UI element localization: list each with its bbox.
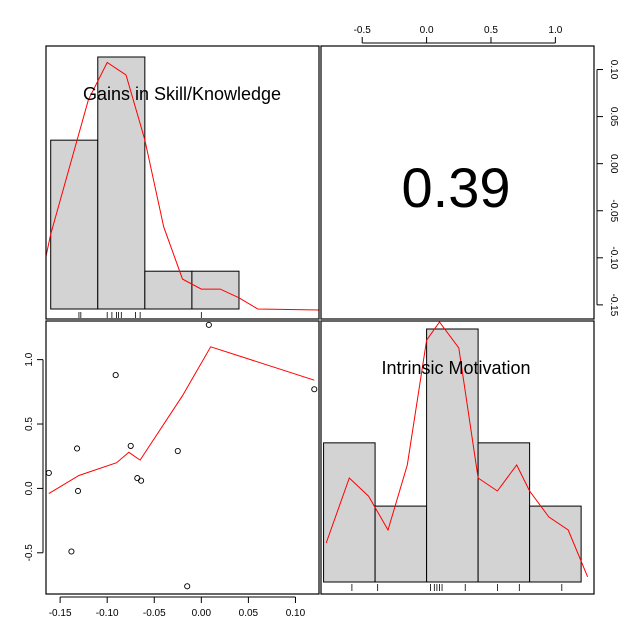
panel-scatter [46,321,318,590]
histogram-bar [97,56,146,310]
y-axis-left-tick-label: 0.5 [24,417,35,431]
variable-label-gains: Gains in Skill/Knowledge [83,84,281,104]
loess-smoother [48,346,315,495]
y-axis-right-tick-label: -0.15 [608,293,619,316]
panel-frame [320,320,595,595]
variable-label-motivation: Intrinsic Motivation [381,358,530,378]
x-axis-bottom-tick-label: -0.15 [49,608,72,619]
panel-frame [45,45,320,320]
scatter-point [112,372,119,379]
x-axis-top-tick-label: 0.5 [484,25,498,36]
scatter-point [74,487,82,495]
y-axis-right-tick-label: -0.05 [608,199,619,222]
histogram-bar [144,270,193,310]
x-axis-bottom-tick-label: 0.00 [192,608,212,619]
y-axis-left-tick-label: -0.5 [24,544,35,562]
x-axis-bottom-tick-label: -0.10 [96,608,119,619]
y-axis-left-tick-label: 0.0 [24,481,35,495]
density-curve [46,61,319,311]
y-axis-right-tick-label: -0.10 [608,246,619,269]
x-axis-bottom-tick-label: 0.05 [239,608,259,619]
scatter-point [127,442,134,449]
x-axis-top-tick-label: 1.0 [548,25,562,36]
scatter-point [205,321,212,328]
scatter-point [74,445,81,452]
panel-motivation-histogram [323,321,589,591]
histogram-bar [50,139,99,310]
histogram-bar [529,505,582,583]
scatter-point [184,583,191,590]
y-axis-right-tick-label: 0.05 [608,107,619,127]
y-axis-right-tick-label: 0.00 [608,154,619,174]
correlation-value: 0.39 [402,156,511,219]
scatter-point [138,477,145,484]
scatter-point [46,469,52,477]
y-axis-right-tick-label: 0.10 [608,60,619,80]
density-curve [325,321,589,577]
x-axis-top-tick-label: 0.0 [420,25,434,36]
panel-frame [320,45,595,320]
histogram-bar [426,328,479,583]
histogram-bar [477,442,531,583]
scatter-point [68,548,75,555]
x-axis-top-tick-label: -0.5 [354,25,372,36]
scatter-point [311,386,318,393]
panel-frame [45,320,320,595]
x-axis-bottom-tick-label: 0.10 [286,608,306,619]
panel-gains-histogram [46,56,319,318]
histogram-bar [191,270,240,310]
scatter-point [134,475,141,482]
x-axis-bottom-tick-label: -0.05 [143,608,166,619]
histogram-bar [374,505,428,583]
histogram-bar [323,442,376,583]
y-axis-left-tick-label: 1.0 [24,352,35,366]
scatter-point [174,448,181,455]
